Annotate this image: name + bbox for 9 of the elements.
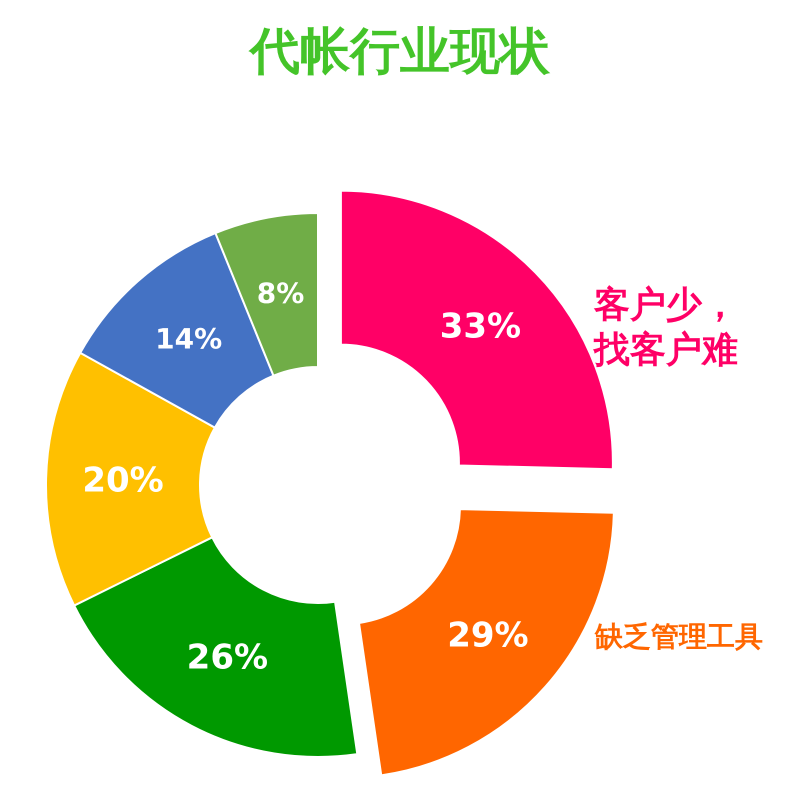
data-label: 20% [82, 460, 164, 500]
data-label: 8% [256, 277, 304, 310]
slice-label: 客户少，找客户难 [592, 284, 738, 370]
data-label: 14% [155, 322, 222, 356]
data-label: 26% [186, 638, 268, 678]
data-label: 33% [440, 306, 522, 346]
chart-title: 代帐行业现状 [248, 22, 551, 80]
data-label: 29% [447, 616, 529, 656]
slice-label: 缺乏管理工具 [594, 620, 763, 653]
